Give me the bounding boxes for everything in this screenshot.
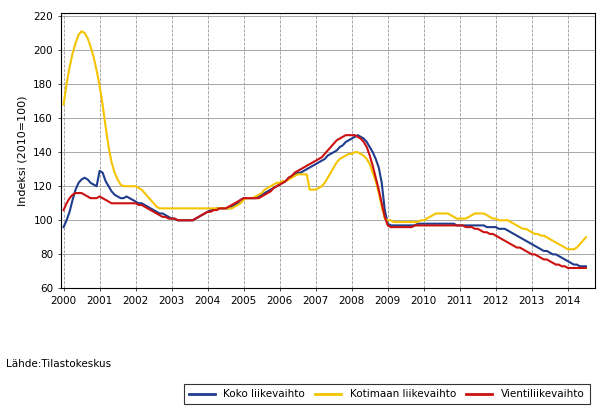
Legend: Koko liikevaihto, Kotimaan liikevaihto, Vientiliikevaihto: Koko liikevaihto, Kotimaan liikevaihto, … — [183, 384, 589, 405]
Text: Lähde:Tilastokeskus: Lähde:Tilastokeskus — [6, 359, 111, 369]
Y-axis label: Indeksi (2010=100): Indeksi (2010=100) — [18, 95, 28, 206]
